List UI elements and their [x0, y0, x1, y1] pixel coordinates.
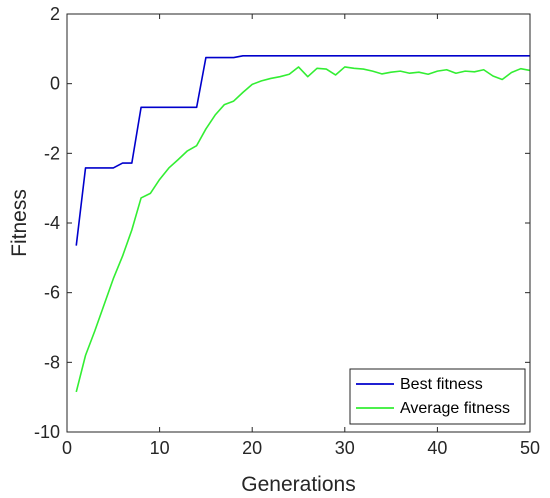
- y-tick-label: -8: [44, 352, 60, 372]
- y-tick-label: -6: [44, 283, 60, 303]
- legend-label: Best fitness: [400, 376, 483, 393]
- y-tick-label: 0: [50, 74, 60, 94]
- legend-box: [349, 368, 526, 425]
- plot-area: [67, 14, 530, 432]
- y-axis-label: Fitness: [8, 189, 31, 257]
- x-tick-label: 50: [520, 438, 540, 458]
- x-tick-label: 40: [427, 438, 447, 458]
- series-layer: [75, 55, 531, 393]
- x-tick-label: 20: [242, 438, 262, 458]
- legend: Best fitness Average fitness: [349, 368, 526, 425]
- x-tick-label: 0: [62, 438, 72, 458]
- x-tick-label: 30: [335, 438, 355, 458]
- x-axis-label: Generations: [241, 473, 355, 496]
- series-line-average-fitness: [75, 66, 531, 393]
- y-tick-label: 2: [50, 4, 60, 24]
- series-line-best-fitness: [75, 55, 530, 246]
- y-tick-label: -2: [44, 143, 60, 163]
- y-tick-label: -4: [44, 213, 60, 233]
- y-tick-label: -10: [34, 422, 60, 442]
- legend-label: Average fitness: [400, 400, 510, 417]
- x-tick-label: 10: [150, 438, 170, 458]
- ticks-layer: 0 10 20 30 40 50 -10 -8 -6 -4 -2 0 2: [34, 4, 540, 458]
